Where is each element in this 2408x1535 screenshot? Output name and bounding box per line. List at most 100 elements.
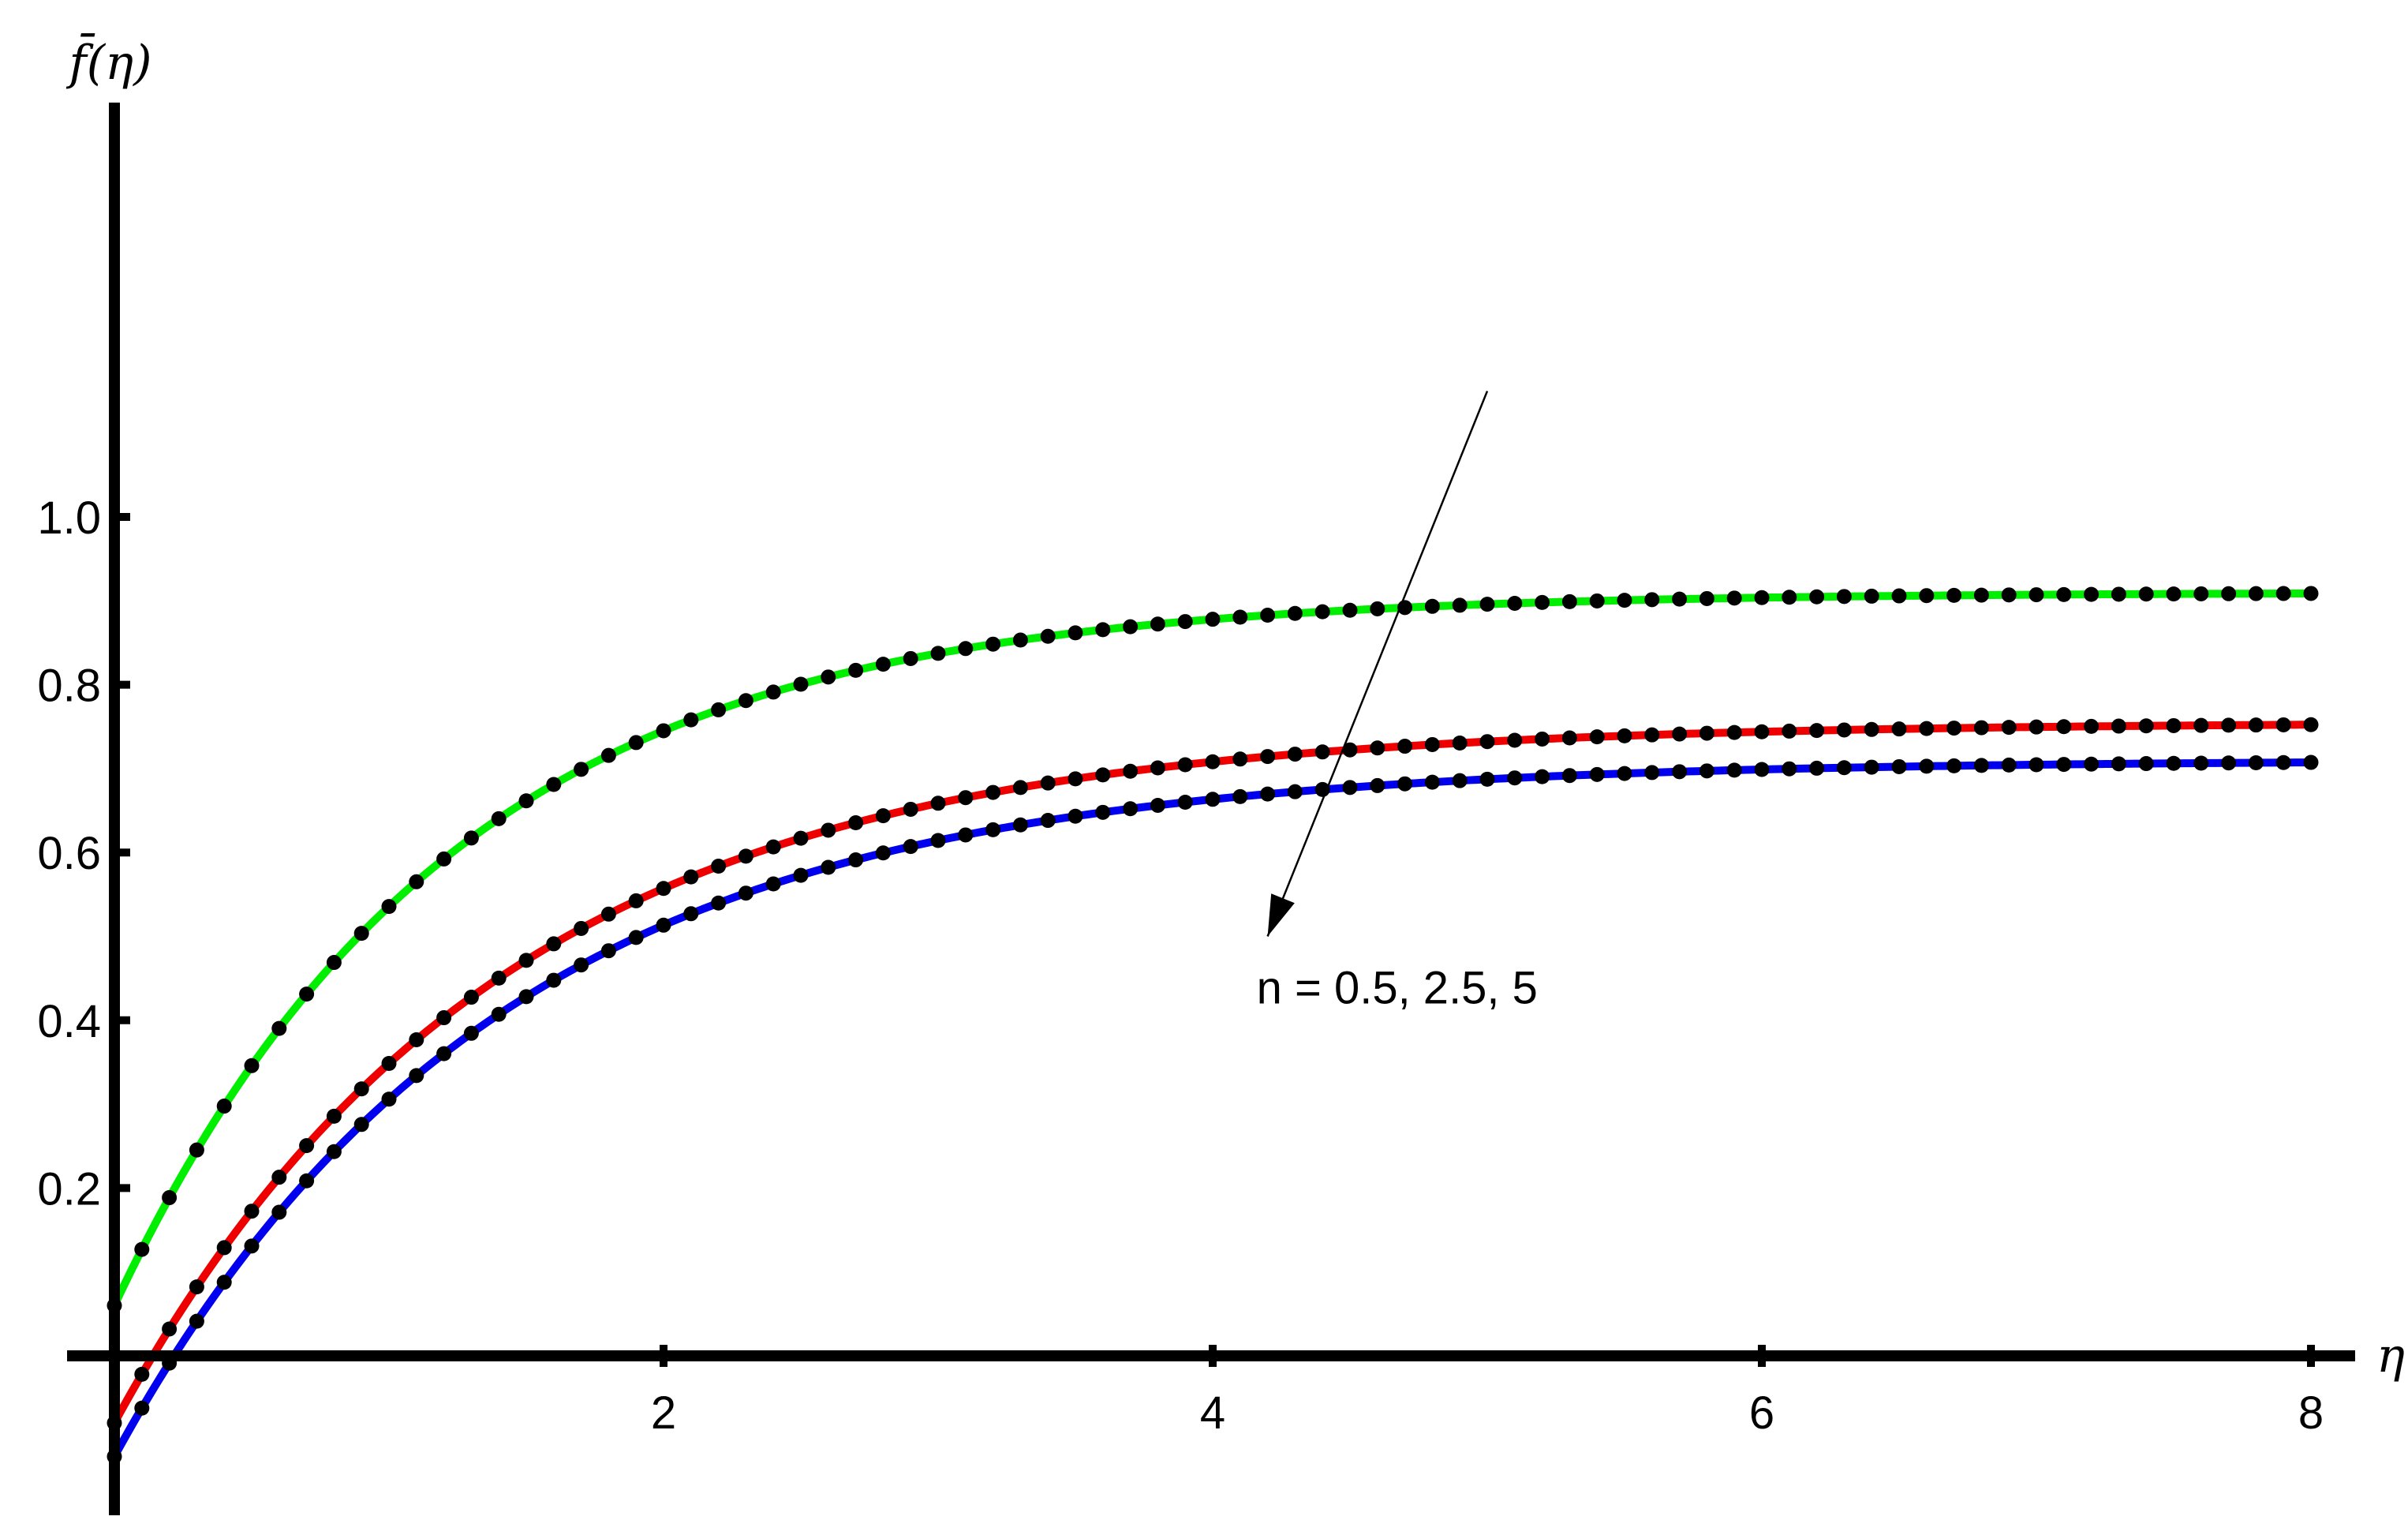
series-1-point	[1012, 632, 1028, 648]
x-tick-label: 6	[1749, 1387, 1774, 1439]
series-2-point	[1424, 736, 1440, 752]
series-2-point	[1672, 726, 1688, 742]
series-2-point	[2221, 717, 2237, 733]
series-3-point	[2166, 755, 2182, 771]
series-1-point	[1561, 593, 1577, 609]
series-1-point	[1507, 595, 1523, 611]
series-3-point	[848, 852, 864, 868]
series-3-point	[463, 1025, 479, 1041]
series-1-point	[1479, 597, 1495, 612]
series-2-point	[546, 936, 562, 952]
series-2-point	[436, 1010, 452, 1026]
series-2-point	[2111, 718, 2126, 734]
series-3-point	[2001, 757, 2017, 773]
series-3-point	[1891, 758, 1907, 774]
series-1-point	[134, 1241, 150, 1257]
series-2-point	[600, 906, 616, 922]
series-3-point	[2111, 756, 2126, 772]
series-2-point	[1589, 729, 1605, 745]
series-3-point	[1452, 773, 1468, 788]
series-3-point	[1589, 766, 1605, 782]
series-3-point	[600, 943, 616, 959]
series-1-point	[765, 684, 781, 700]
series-1-point	[1672, 591, 1688, 607]
series-2-point	[711, 859, 727, 874]
series-2-point	[985, 784, 1001, 800]
series-1-point	[409, 874, 424, 889]
series-3-point	[1507, 770, 1523, 786]
series-3-point	[1919, 758, 1935, 774]
series-3-point	[1973, 758, 1989, 773]
series-2-point	[1232, 751, 1248, 767]
series-1-point	[1919, 588, 1935, 604]
series-3-point	[1561, 768, 1577, 784]
y-tick-label: 0.4	[37, 996, 101, 1047]
series-2-point	[1260, 749, 1276, 765]
series-1-point	[930, 646, 946, 661]
series-3-point	[1150, 797, 1165, 813]
series-1-point	[271, 1020, 287, 1036]
series-3-point	[903, 839, 918, 855]
series-2-point	[821, 822, 836, 838]
series-2-point	[1397, 739, 1413, 754]
series-3-point	[1397, 776, 1413, 792]
x-tick-label: 2	[651, 1387, 676, 1439]
series-2-point	[683, 869, 699, 885]
series-2-point	[1068, 771, 1083, 787]
series-1-point	[1535, 594, 1550, 610]
series-2-point	[2056, 719, 2072, 735]
series-1-point	[1809, 589, 1825, 605]
series-1-point	[1424, 598, 1440, 614]
series-1-point	[1754, 590, 1770, 605]
series-3-point	[1672, 764, 1688, 780]
series-3-point	[2138, 756, 2154, 772]
series-3-point	[244, 1238, 260, 1254]
series-1-point	[875, 657, 891, 672]
series-1-point	[600, 747, 616, 763]
series-2-point	[1836, 722, 1852, 738]
series-1-point	[2275, 586, 2291, 601]
series-3-point	[793, 867, 809, 883]
series-3-point	[1205, 792, 1221, 807]
series-2-point	[875, 808, 891, 824]
series-3-point	[1177, 794, 1193, 810]
series-3-point	[326, 1144, 342, 1159]
series-2-point	[1535, 731, 1550, 747]
series-2-point	[1370, 740, 1385, 756]
series-2-point	[2028, 719, 2044, 735]
series-3-point	[1726, 762, 1742, 778]
series-1-point	[1836, 589, 1852, 605]
series-2-point	[244, 1204, 260, 1219]
series-2-point	[518, 953, 534, 968]
series-3-point	[1040, 813, 1056, 829]
series-2-point	[2166, 717, 2182, 733]
series-1-point	[244, 1058, 260, 1073]
series-3-point	[299, 1173, 315, 1189]
marker-layer	[107, 586, 2319, 1465]
series-1-point	[1782, 590, 1797, 605]
series-2-point	[1864, 721, 1879, 737]
series-2-point	[1342, 742, 1358, 758]
series-2-point	[353, 1081, 369, 1097]
series-3-point	[1068, 808, 1083, 824]
series-2-point	[1809, 723, 1825, 739]
annotation-arrow-line	[1266, 391, 1489, 937]
series-3-point	[381, 1091, 397, 1107]
series-1-point	[1068, 625, 1083, 641]
series-2-point	[1452, 736, 1468, 751]
series-1-point	[1205, 612, 1221, 627]
series-1-point	[2001, 587, 2017, 603]
series-3-point	[1287, 784, 1303, 799]
series-1-point	[162, 1190, 178, 1206]
series-2-point	[1012, 780, 1028, 796]
series-2-point	[1782, 723, 1797, 739]
series-1-point	[2193, 586, 2209, 601]
x-axis-label: η	[2376, 1328, 2405, 1383]
series-2-point	[656, 881, 671, 897]
series-3-point	[2084, 756, 2100, 772]
series-1-point	[1589, 593, 1605, 608]
series-1-point	[1095, 622, 1111, 638]
series-2-point	[216, 1240, 232, 1256]
y-tick-label: 0.8	[37, 661, 101, 712]
series-2-point	[326, 1108, 342, 1124]
